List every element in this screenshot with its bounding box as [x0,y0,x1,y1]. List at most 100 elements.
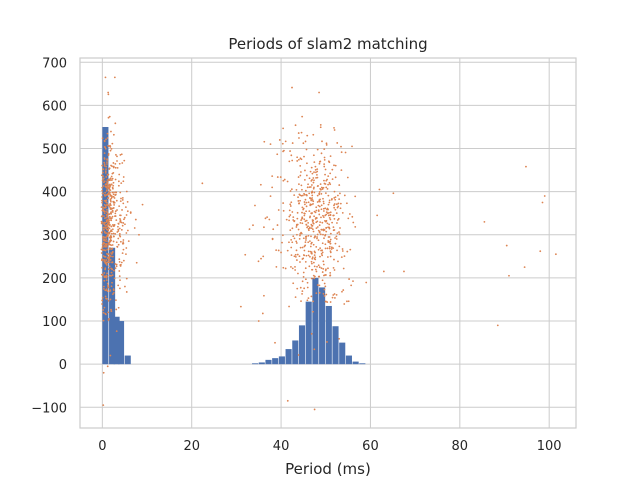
scatter-point [105,238,108,241]
scatter-point [320,216,322,219]
scatter-point [324,168,327,171]
scatter-point [105,228,108,231]
scatter-point [299,164,302,167]
histogram-bar [359,363,366,365]
scatter-point [282,179,285,182]
scatter-point [107,256,109,259]
scatter-point [316,220,319,223]
scatter-point [302,271,305,274]
scatter-point [101,192,104,195]
scatter-point [114,193,117,196]
scatter-point [103,249,106,252]
scatter-point [120,197,122,200]
scatter-point [111,191,114,194]
scatter-point [352,280,354,282]
scatter-point [297,132,300,134]
scatter-point [113,191,115,194]
scatter-point [100,174,103,177]
scatter-point [312,177,315,179]
scatter-point [333,204,335,207]
scatter-point [321,249,323,252]
scatter-point [308,186,311,189]
scatter-point [330,248,333,250]
scatter-point [307,225,309,228]
scatter-point [305,239,307,241]
scatter-point [109,199,112,202]
scatter-point [322,292,325,295]
scatter-point [120,228,123,231]
scatter-point [101,303,103,305]
scatter-point [134,218,137,221]
scatter-point [295,188,298,191]
scatter-point [116,246,119,248]
scatter-point [109,177,112,180]
scatter-point [300,194,303,197]
histogram-bar [265,359,272,365]
scatter-point [272,228,275,231]
scatter-point [289,229,292,231]
scatter-point [323,179,325,182]
scatter-point [101,266,104,269]
scatter-point [483,220,486,223]
scatter-point [332,247,335,250]
scatter-point [318,291,321,294]
scatter-point [320,192,323,195]
scatter-point [111,177,114,180]
scatter-point [329,255,332,258]
scatter-point [297,158,300,161]
scatter-point [314,258,317,261]
scatter-point [108,236,111,239]
scatter-point [122,222,125,224]
scatter-point [299,286,302,289]
scatter-point [109,208,112,210]
scatter-point [282,266,285,269]
scatter-point [333,293,336,295]
scatter-point [106,246,108,248]
scatter-point [296,217,299,220]
scatter-point [103,236,106,239]
histogram-bar [312,277,319,365]
scatter-point [122,202,125,205]
scatter-point [115,153,117,156]
scatter-point [313,210,316,213]
scatter-point [104,268,107,271]
scatter-point [301,217,303,220]
scatter-point [310,235,312,238]
scatter-point [302,207,305,210]
scatter-point [337,202,340,205]
scatter-point [102,371,105,374]
scatter-point [102,168,104,171]
scatter-point [283,178,286,181]
scatter-point [318,224,321,227]
scatter-point [322,202,325,205]
scatter-point [107,145,110,148]
scatter-point [289,190,292,192]
scatter-point [332,229,335,232]
scatter-point [336,232,339,234]
scatter-point [301,115,304,118]
scatter-point [296,287,299,290]
scatter-point [334,208,337,211]
scatter-point [290,201,293,204]
scatter-point [103,212,106,215]
scatter-point [332,214,335,217]
scatter-point [126,200,129,203]
scatter-point [525,165,527,168]
scatter-point [112,193,115,196]
scatter-point [322,207,325,210]
scatter-point [316,236,318,238]
scatter-point [346,176,349,179]
scatter-point [110,239,113,242]
scatter-point [107,319,110,321]
scatter-point [312,154,315,157]
scatter-point [110,211,113,213]
scatter-point [319,198,321,201]
scatter-point [105,204,108,206]
scatter-point [110,197,113,200]
scatter-point [496,324,499,327]
scatter-point [317,264,320,267]
scatter-point [116,167,119,169]
chart-title: Periods of slam2 matching [228,35,427,53]
scatter-point [108,215,111,218]
scatter-point [291,211,294,213]
